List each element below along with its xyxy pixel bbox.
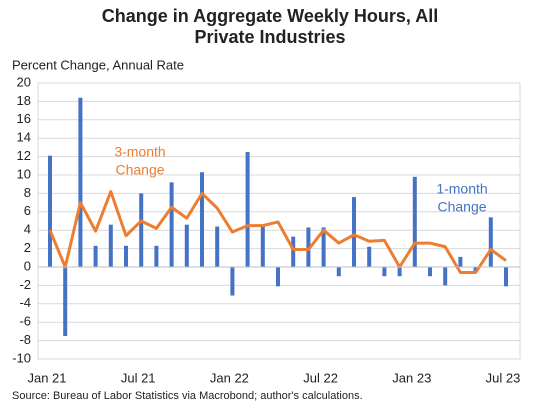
bar (230, 267, 235, 296)
bar (93, 245, 98, 267)
y-tick-label: -10 (12, 350, 31, 365)
line (48, 190, 507, 275)
y-tick-label: -4 (19, 295, 31, 310)
y-tick-label: -6 (19, 314, 31, 329)
y-tick-label: 10 (17, 166, 31, 181)
y-tick-label: 16 (17, 111, 31, 126)
bar (458, 256, 463, 267)
y-tick-label: 12 (17, 148, 31, 163)
bar (124, 245, 128, 267)
x-tick-label: Jan 23 (392, 370, 431, 385)
bar (215, 226, 220, 267)
y-tick-label: 8 (24, 185, 31, 200)
bar (443, 267, 448, 286)
y-tick-label: 20 (17, 74, 31, 89)
y-tick-label: 14 (17, 130, 31, 145)
y-tick-label: -2 (19, 277, 31, 292)
bar (291, 236, 296, 267)
x-tick-label: Jul 21 (121, 370, 156, 385)
x-tick-label: Jan 22 (210, 370, 249, 385)
bar (336, 267, 341, 277)
annotation: 1-month (436, 181, 487, 197)
y-tick-label: 6 (24, 203, 31, 218)
source: Source: Bureau of Labor Statistics via M… (12, 390, 363, 402)
bar (382, 267, 387, 277)
x-tick-label: Jul 22 (303, 370, 338, 385)
bar (184, 224, 189, 267)
y-tick-label: 18 (17, 93, 31, 108)
bar (412, 176, 417, 267)
bar (63, 267, 68, 336)
y-tick-label: 4 (24, 222, 31, 237)
bar (48, 155, 52, 267)
annotation: Change (115, 162, 164, 178)
bar (260, 225, 265, 267)
bar (473, 267, 478, 272)
bar (245, 152, 250, 267)
annotation: Change (437, 199, 486, 215)
y-axis-label: Percent Change, Annual Rate (12, 57, 184, 72)
bar (108, 224, 113, 267)
chart-title: Change in Aggregate Weekly Hours, All Pri… (102, 6, 438, 47)
bar (200, 172, 204, 267)
bar (321, 227, 326, 267)
bar (169, 182, 174, 267)
bar (488, 217, 493, 267)
y-tick-label: -8 (19, 332, 31, 347)
bar (276, 267, 280, 287)
annotation: 3-month (114, 144, 165, 160)
bar (139, 193, 144, 267)
y-tick-label: 0 (24, 258, 31, 273)
bar (504, 267, 508, 287)
bar (78, 97, 83, 267)
x-tick-label: Jul 23 (486, 370, 521, 385)
x-tick-label: Jan 21 (27, 370, 66, 385)
bar (154, 245, 159, 267)
bar (352, 197, 356, 267)
bar (428, 267, 432, 277)
bar (397, 267, 402, 277)
y-tick-label: 2 (24, 240, 31, 255)
bar (367, 246, 372, 267)
